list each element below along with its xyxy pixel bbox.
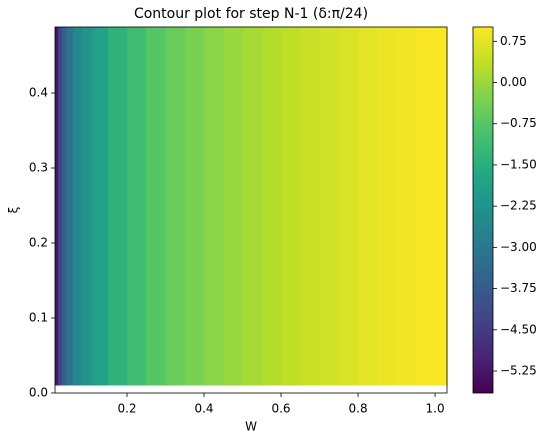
colorbar-tick-label: 0.00	[500, 75, 527, 89]
y-tick-label: 0.1	[29, 311, 48, 325]
colorbar-tick-label: 0.75	[500, 34, 527, 48]
x-tick-label: 0.6	[271, 402, 290, 416]
contour-band	[165, 27, 186, 386]
x-tick-label: 0.4	[194, 402, 213, 416]
plot-frame	[54, 26, 448, 394]
contour-band	[319, 27, 340, 386]
contour-band	[146, 27, 167, 386]
contour-band	[66, 27, 74, 386]
contour-band	[184, 27, 205, 386]
y-tick-label: 0.3	[29, 161, 48, 175]
contour-band	[81, 27, 93, 386]
contour-band	[73, 27, 83, 386]
contour-band	[300, 27, 321, 386]
contour-band	[107, 27, 128, 386]
contour-band	[127, 27, 147, 386]
contour-band	[92, 27, 109, 386]
colorbar-tick-label: −0.75	[500, 116, 537, 130]
colorbar	[472, 26, 494, 394]
contour-band	[57, 27, 63, 386]
y-tick-label: 0.4	[29, 86, 48, 100]
contour-band	[261, 27, 282, 386]
x-tick-label: 0.2	[117, 402, 136, 416]
contour-band	[415, 27, 448, 386]
contour-band	[204, 27, 224, 386]
colorbar-tick-label: −3.00	[500, 240, 537, 254]
x-axis-label: W	[245, 420, 257, 434]
x-tick-label: 0.8	[349, 402, 368, 416]
colorbar-tick-label: −4.50	[500, 322, 537, 336]
y-tick-label: 0.0	[29, 386, 48, 400]
contour-band	[358, 27, 378, 386]
colorbar-tick-label: −2.25	[500, 199, 537, 213]
colorbar-tick-label: −5.25	[500, 364, 537, 378]
contour-band	[242, 27, 263, 386]
colorbar-tick-label: −1.50	[500, 157, 537, 171]
contour-band	[61, 27, 67, 386]
contour-band	[281, 27, 301, 386]
contour-band	[223, 27, 244, 386]
x-tick-label: 1.0	[426, 402, 445, 416]
chart-title: Contour plot for step N-1 (δ:π/24)	[134, 6, 368, 22]
contour-band	[396, 27, 417, 386]
colorbar-tick-label: −3.75	[500, 281, 537, 295]
y-axis-label: ξ	[7, 207, 21, 214]
contour-band	[55, 27, 59, 386]
contour-band	[338, 27, 359, 386]
y-tick-label: 0.2	[29, 236, 48, 250]
contour-band	[377, 27, 398, 386]
